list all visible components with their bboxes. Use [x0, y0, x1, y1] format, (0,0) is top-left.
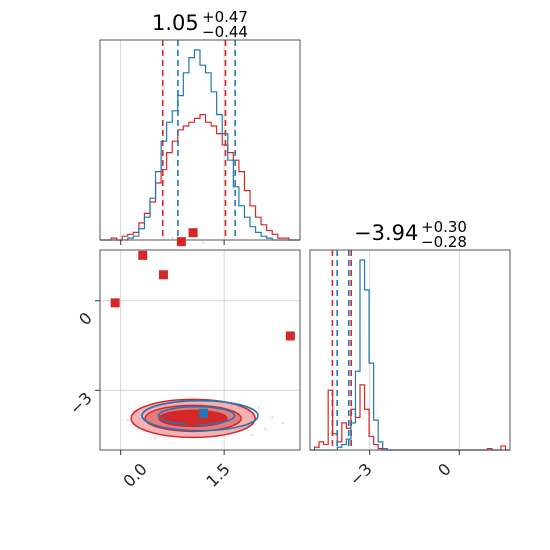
sample-dot — [281, 421, 284, 425]
sample-dot — [271, 415, 274, 419]
marker-series0-2 — [158, 270, 168, 280]
ytick-label-param2-0: 0 — [75, 308, 96, 329]
hist-param1-ticks — [120, 240, 225, 245]
hist-param1-series-1 — [100, 49, 300, 241]
sample-dot — [153, 436, 157, 440]
hist-param1-frame — [99, 39, 301, 241]
title-param2-err-plus: +0.30 — [421, 218, 467, 236]
title-param1-err-minus: −0.44 — [202, 23, 248, 41]
ytick-label-param2-1: −3 — [66, 388, 96, 418]
hist-param2-series-1 — [310, 259, 510, 451]
title-param1-err-plus: +0.47 — [202, 8, 248, 26]
hist-param1-series-0 — [100, 114, 300, 241]
xtick-label-param1-0: 0.0 — [119, 459, 150, 490]
hist-param2-panel — [309, 249, 511, 455]
marker-series0-0 — [110, 298, 120, 308]
hist-param2-series-0 — [310, 384, 510, 451]
xtick-label-param1-1: 1.5 — [202, 459, 233, 490]
hist-param1-marks — [100, 40, 300, 241]
sample-dot — [126, 418, 129, 422]
xtick-label-param2-1: 0 — [434, 459, 455, 480]
hist-param2-grid — [369, 250, 460, 450]
title-param1: 1.05 +0.47 −0.44 — [152, 8, 248, 41]
hist-param1-panel — [99, 39, 301, 245]
contour-blue-inner — [157, 405, 236, 426]
scatter-panel — [95, 228, 301, 455]
scatter-marks — [110, 228, 295, 440]
marker-series0-6 — [186, 416, 196, 426]
sample-dot — [250, 433, 253, 437]
title-param2: −3.94 +0.30 −0.28 — [354, 218, 467, 251]
marker-series1-0 — [198, 408, 208, 418]
marker-series0-4 — [188, 228, 198, 238]
marker-series0-3 — [176, 237, 186, 247]
title-param2-value: −3.94 — [354, 221, 418, 245]
title-param2-err-minus: −0.28 — [421, 233, 467, 251]
sample-dot — [202, 241, 205, 244]
marker-series0-5 — [285, 331, 295, 341]
scatter-frame — [99, 249, 301, 451]
xtick-label-param2-0: −3 — [346, 459, 376, 489]
sample-dot — [171, 236, 174, 240]
hist-param1-grid — [120, 40, 225, 240]
hist-param2-ticks — [369, 450, 460, 455]
tick-labels: 0.0 1.5 0 −3 −3 0 — [66, 308, 455, 490]
hist-param2-frame — [309, 249, 511, 451]
hist-param2-marks — [310, 250, 510, 451]
sample-dot — [257, 407, 260, 410]
marker-series0-1 — [138, 250, 148, 260]
title-param1-value: 1.05 — [152, 11, 199, 35]
scatter-ticks — [95, 300, 225, 455]
sample-dot — [264, 427, 267, 431]
contour-blue-outer — [141, 399, 259, 432]
